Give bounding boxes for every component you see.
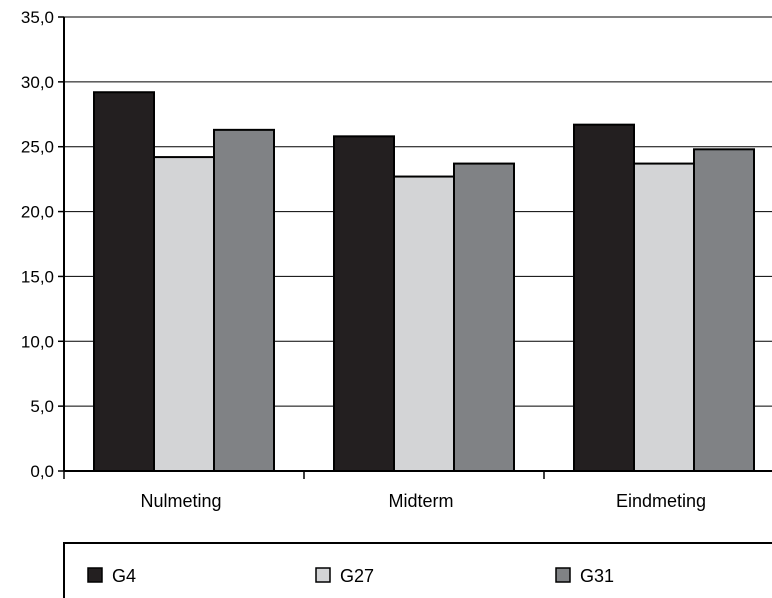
bar-g31-nulmeting [213,128,275,472]
y-tick-label: 0,0 [30,462,54,481]
bar-g31-eindmeting [693,148,755,473]
x-category-label: Eindmeting [616,491,706,511]
legend: G4 G27 G31 [63,542,772,598]
axes [58,16,772,479]
y-tick-labels: 0,0 5,0 10,0 15,0 20,0 25,0 30,0 35,0 [21,8,54,481]
x-category-labels: Nulmeting Midterm Eindmeting [140,491,706,511]
y-tick-label: 10,0 [21,332,54,351]
bar-g4-nulmeting [93,91,155,472]
y-tick-label: 30,0 [21,73,54,92]
y-tick-label: 5,0 [30,397,54,416]
bar-g27-midterm [393,175,455,472]
bar-g4-eindmeting [573,123,635,472]
bar-g31-midterm [453,162,515,472]
x-category-label: Midterm [388,491,453,511]
legend-label-g31: G31 [580,566,614,586]
bar-g27-eindmeting [633,162,695,472]
legend-swatch-g27 [315,567,331,583]
legend-frame [63,542,772,598]
y-tick-label: 25,0 [21,138,54,157]
y-tick-label: 15,0 [21,267,54,286]
x-category-label: Nulmeting [140,491,221,511]
legend-swatch-g4 [87,567,103,583]
bar-g27-nulmeting [153,156,215,472]
y-tick-label: 20,0 [21,203,54,222]
bar-g4-midterm [333,135,395,473]
y-tick-label: 35,0 [21,8,54,27]
legend-label-g27: G27 [340,566,374,586]
legend-label-g4: G4 [112,566,136,586]
legend-swatch-g31 [555,567,571,583]
bars [93,91,755,473]
